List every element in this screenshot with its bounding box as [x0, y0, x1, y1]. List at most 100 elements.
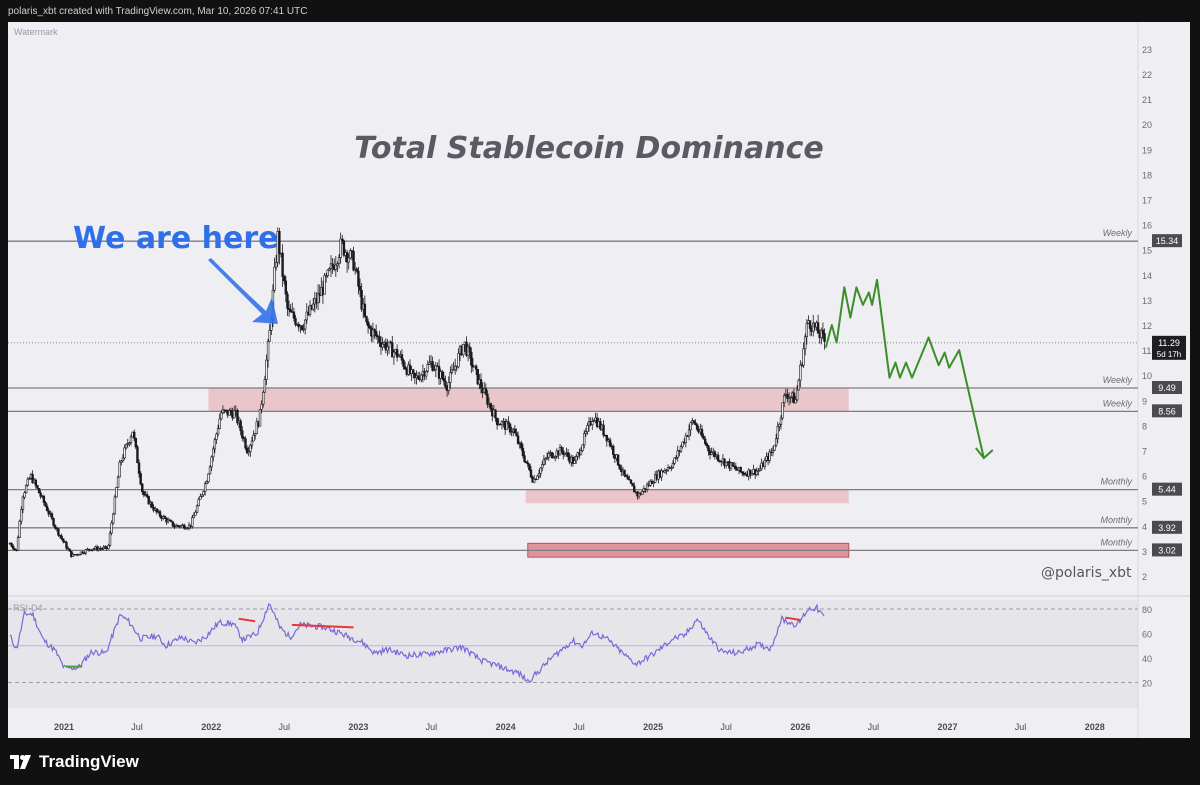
candle — [116, 476, 120, 488]
candle — [781, 402, 784, 419]
candle — [63, 541, 67, 543]
candle — [124, 444, 128, 449]
candle — [239, 420, 242, 431]
candle — [133, 431, 136, 439]
candle — [391, 342, 394, 358]
candle — [274, 261, 278, 268]
candle — [395, 349, 399, 358]
candle — [408, 364, 412, 374]
level-timeframe-label: Weekly — [1103, 398, 1133, 408]
candle — [16, 537, 20, 551]
candle — [529, 469, 533, 478]
candle — [820, 329, 823, 339]
candle — [571, 457, 575, 464]
candle — [441, 371, 444, 379]
candle — [287, 308, 291, 310]
candle — [547, 453, 550, 458]
x-tick-label: Jul — [1015, 722, 1027, 732]
tradingview-logo-icon — [10, 755, 31, 769]
chart-panel[interactable]: Watermark 2 3 4 5 6 7 8 9 10 11 12 13 14 15 16 17 18 19 20 2… — [8, 22, 1190, 738]
candle — [707, 445, 710, 452]
level-value-badge — [1152, 520, 1182, 534]
candle — [692, 420, 696, 424]
candle — [137, 462, 141, 474]
candle — [450, 369, 454, 373]
candle — [428, 362, 431, 365]
candle — [416, 375, 420, 379]
candle — [68, 548, 71, 552]
y-tick-label: 17 — [1142, 196, 1152, 206]
chart-title: Total Stablecoin Dominance — [354, 131, 823, 166]
candle — [794, 399, 797, 404]
candle — [186, 527, 189, 529]
level-value-badge — [1152, 482, 1182, 496]
candle — [574, 456, 578, 462]
level-timeframe-label: Monthly — [1100, 477, 1132, 487]
candle — [713, 451, 717, 457]
y-tick-label: 15 — [1142, 246, 1152, 256]
candle — [731, 462, 734, 467]
candle — [384, 342, 388, 351]
candle — [520, 442, 523, 449]
candle — [734, 466, 738, 470]
candle — [700, 428, 704, 437]
candle — [474, 365, 478, 370]
chart-canvas[interactable]: Watermark2345678910111213141516171819202… — [8, 22, 1190, 738]
candle — [331, 263, 334, 267]
candle — [215, 433, 218, 440]
candle — [533, 478, 536, 483]
candle — [400, 354, 404, 361]
candle — [62, 538, 65, 542]
candle — [486, 393, 489, 405]
candle — [155, 508, 158, 513]
x-tick-label: 2026 — [790, 722, 810, 732]
candle — [447, 382, 450, 391]
level-value-label: 15.34 — [1156, 236, 1179, 246]
candle — [539, 467, 542, 474]
candle — [786, 393, 789, 399]
candle — [563, 453, 567, 455]
candle — [673, 457, 676, 464]
candle — [358, 286, 362, 291]
candle — [684, 435, 688, 444]
bearish-divergence-line — [291, 623, 354, 629]
candle — [50, 513, 54, 519]
candle — [194, 511, 197, 516]
candle — [468, 346, 471, 353]
y-tick-label: 21 — [1142, 95, 1152, 105]
candle — [221, 409, 225, 414]
candle — [773, 444, 776, 451]
candle — [21, 496, 25, 510]
candle — [283, 276, 286, 282]
supply-demand-zone — [525, 489, 849, 504]
level-value-badge — [1152, 543, 1182, 557]
candle — [724, 462, 728, 467]
candle — [145, 494, 149, 497]
candle — [24, 485, 28, 494]
candle — [286, 293, 289, 309]
candle — [91, 548, 94, 551]
candle — [139, 473, 142, 485]
candle — [81, 551, 84, 554]
candle — [262, 391, 265, 405]
candle — [195, 505, 199, 513]
candle — [218, 418, 221, 429]
candle — [623, 469, 626, 476]
candle — [323, 275, 326, 295]
level-timeframe-label: Weekly — [1103, 375, 1133, 385]
candle — [39, 492, 42, 497]
candle — [562, 450, 565, 455]
level-value-badge — [1152, 381, 1182, 395]
candle — [476, 369, 479, 385]
candle — [326, 269, 329, 277]
candle — [681, 441, 684, 447]
candle — [83, 552, 86, 555]
candle — [28, 477, 31, 480]
candle — [513, 428, 517, 434]
candle — [78, 554, 81, 556]
candle — [118, 461, 121, 478]
y-tick-label: 3 — [1142, 547, 1147, 557]
rsi-line — [9, 602, 825, 683]
candle — [550, 452, 554, 459]
candle — [108, 532, 112, 546]
